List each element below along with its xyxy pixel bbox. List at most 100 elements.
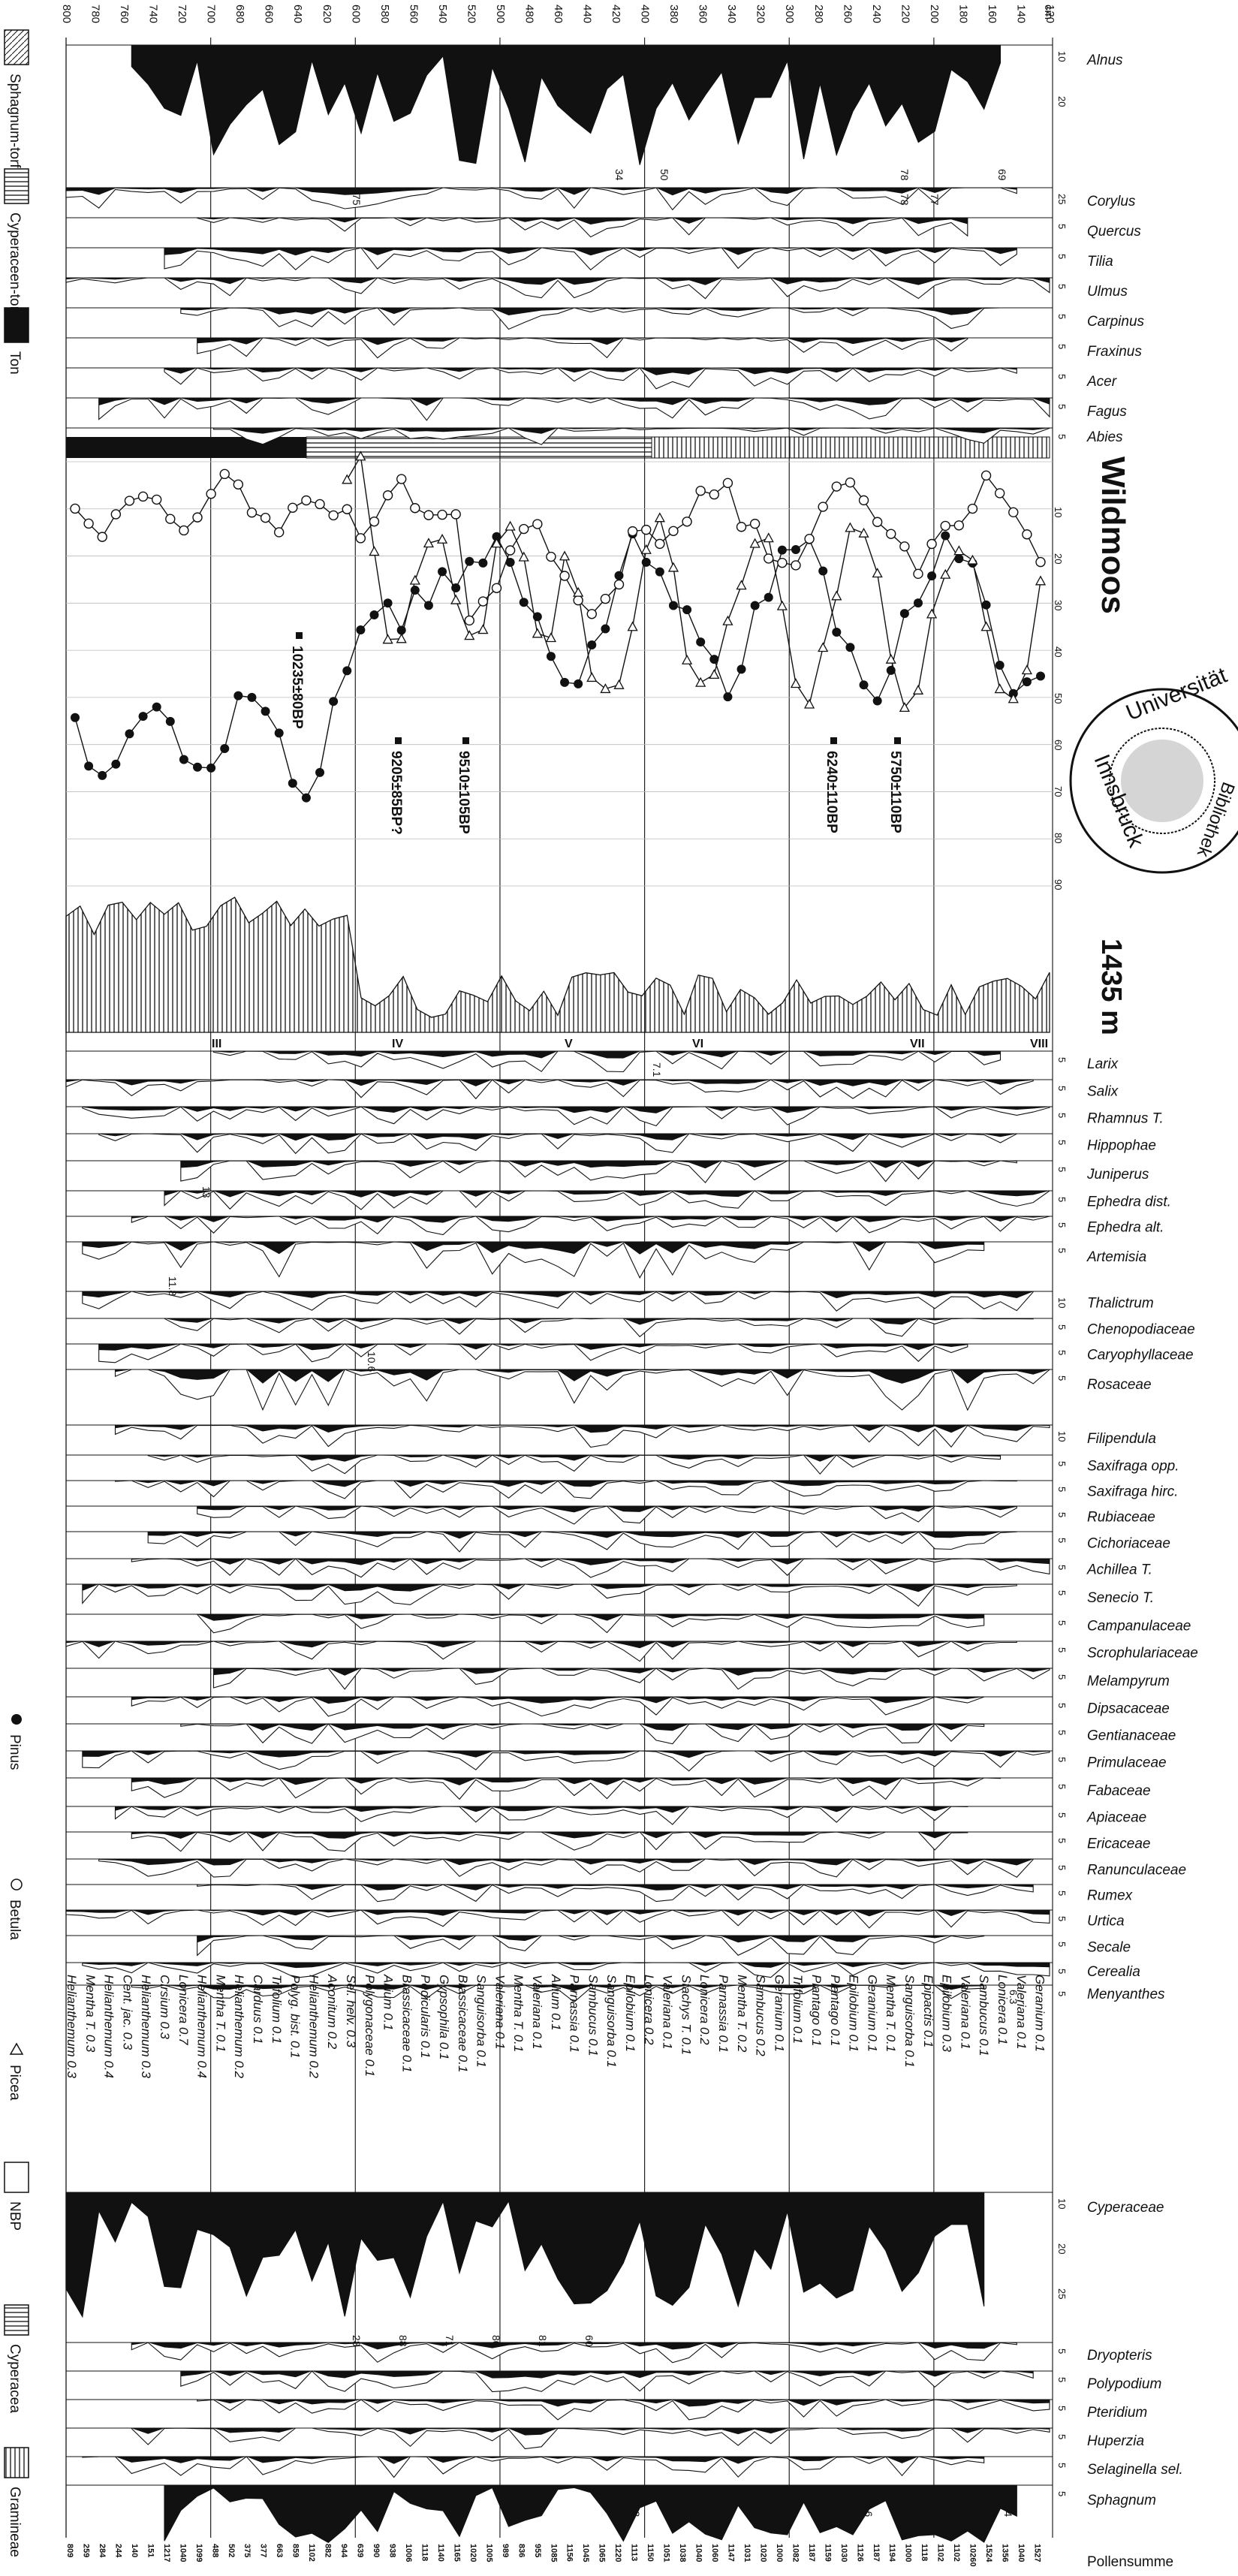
pinus-point bbox=[614, 571, 624, 580]
taxon-curve bbox=[98, 1858, 1034, 1878]
depth-tick-label: 200 bbox=[928, 5, 941, 23]
peak-value-label: 69 bbox=[996, 169, 1008, 181]
pinus-point bbox=[288, 779, 297, 788]
taxon-label: Sphagnum bbox=[1087, 2493, 1156, 2508]
picea-point bbox=[940, 568, 951, 579]
main-scale-label: 60 bbox=[1053, 740, 1064, 750]
scale-label: 10 bbox=[1056, 51, 1068, 62]
pollensumme-value: 1118 bbox=[920, 2544, 929, 2561]
pinus-point bbox=[668, 601, 678, 610]
rare-taxon-note: Parnassia 0.1 bbox=[716, 1975, 730, 2053]
rare-taxon-note: Aconitum 0.2 bbox=[325, 1974, 339, 2050]
taxon-curve bbox=[82, 1750, 1050, 1772]
scale-label: 5 bbox=[1056, 1113, 1068, 1118]
taxon-curve bbox=[164, 367, 1017, 390]
depth-tick-label: 300 bbox=[783, 5, 796, 23]
picea-point bbox=[709, 669, 720, 679]
taxon-label: Achillea T. bbox=[1086, 1562, 1152, 1577]
picea-point bbox=[885, 653, 896, 664]
picea-point bbox=[818, 642, 829, 652]
scale-label: 5 bbox=[1056, 224, 1068, 229]
taxon-curve-fill bbox=[197, 1614, 984, 1621]
taxon-label: Thalictrum bbox=[1087, 1296, 1154, 1312]
rare-taxon-note: Lonicera 0.2 bbox=[642, 1975, 656, 2045]
taxon-label: Ranunculaceae bbox=[1087, 1862, 1186, 1878]
pinus-point bbox=[750, 601, 760, 610]
main-scale-label: 40 bbox=[1053, 646, 1064, 657]
taxon-label: Urtica bbox=[1087, 1913, 1125, 1929]
picea-point bbox=[573, 586, 584, 597]
main-scale-label: 70 bbox=[1053, 786, 1064, 797]
rare-taxon-note: Mentha T. 0.3 bbox=[83, 1975, 98, 2053]
taxon-label: Campanulaceae bbox=[1087, 1619, 1191, 1634]
pollensumme-value: 151 bbox=[146, 2544, 155, 2557]
scale-label: 5 bbox=[1056, 1991, 1068, 1996]
taxon-curve bbox=[114, 1806, 968, 1825]
taxon-label: Juniperus bbox=[1086, 1167, 1149, 1183]
taxon-curve-fill bbox=[164, 1191, 1050, 1198]
picea-point bbox=[559, 550, 571, 561]
taxon-curve bbox=[197, 1505, 1017, 1525]
taxon-curve bbox=[65, 277, 1050, 300]
taxon-curve-fill bbox=[131, 1985, 984, 1991]
taxon-curve-fill bbox=[164, 368, 1017, 375]
depth-tick-label: 420 bbox=[610, 5, 622, 23]
depth-tick-label: 360 bbox=[697, 5, 709, 23]
scale-label: 5 bbox=[1056, 2377, 1068, 2382]
picea-point bbox=[790, 678, 802, 688]
rare-taxon-note: Allium 0.1 bbox=[381, 1974, 396, 2031]
library-stamp: Universität Innsbruck Bibliothek bbox=[1069, 663, 1238, 874]
pinus-point bbox=[193, 762, 203, 772]
rare-taxon-note: Valeriana 0.1 bbox=[958, 1975, 972, 2050]
bottom-peak-label: 53.4 bbox=[723, 2496, 735, 2517]
taxon-label: Hippophae bbox=[1087, 1138, 1156, 1154]
pollensumme-value: 1527 bbox=[1033, 2544, 1042, 2562]
taxon-label: Rubiaceae bbox=[1087, 1509, 1155, 1525]
pollensumme-value: 809 bbox=[65, 2544, 74, 2557]
betula-point bbox=[1035, 556, 1046, 568]
pollensumme-value: 1020 bbox=[758, 2544, 767, 2562]
scale-label: 5 bbox=[1056, 1538, 1068, 1543]
taxon-curve-fill bbox=[115, 1425, 1050, 1433]
taxon-curve-fill bbox=[180, 1161, 1017, 1169]
depth-tick-label: 780 bbox=[89, 5, 102, 23]
betula-point bbox=[641, 524, 652, 535]
taxon-curve bbox=[180, 1723, 985, 1745]
scale-label: 5 bbox=[1056, 1620, 1068, 1625]
nap-silhouette bbox=[65, 896, 1050, 1033]
bottom-peak-label: 51.0 bbox=[770, 2496, 782, 2517]
scale-label: 5 bbox=[1056, 2463, 1068, 2468]
legend-label: NBP bbox=[7, 2201, 23, 2231]
pollensumme-value: 1082 bbox=[791, 2544, 800, 2562]
betula-point bbox=[315, 499, 325, 510]
bottom-peak-label: 11.1 bbox=[676, 2496, 688, 2516]
depth-tick-label: 140 bbox=[1014, 5, 1027, 23]
pollensumme-value: 1126 bbox=[855, 2544, 864, 2562]
taxon-curve bbox=[147, 1531, 1017, 1553]
taxon-curve bbox=[180, 307, 1001, 330]
betula-point bbox=[83, 518, 94, 529]
pinus-point bbox=[301, 793, 311, 803]
pollensumme-label: Pollensumme bbox=[1087, 2554, 1173, 2570]
scale-label: 25 bbox=[1056, 194, 1068, 204]
pinus-point bbox=[274, 728, 284, 738]
betula-point bbox=[491, 583, 502, 593]
radiocarbon-date: 9205±85BP? bbox=[388, 751, 404, 835]
taxon-label-column: Alnus 10 20 Corylus 25 Quercus 5 Tilia 5 Ulmus 5 Ca… bbox=[1056, 51, 1198, 2508]
scale-label: 20 bbox=[1056, 96, 1068, 107]
taxon-curve-fill bbox=[197, 1885, 1034, 1891]
pinus-point bbox=[451, 583, 461, 592]
pollensumme-value: 1159 bbox=[823, 2544, 832, 2562]
picea-point bbox=[627, 621, 638, 631]
bottom-peak-label: 71 bbox=[444, 2335, 456, 2347]
depth-tick-label: 700 bbox=[205, 5, 218, 23]
legend-label: Picea bbox=[7, 2065, 23, 2101]
pinus-point bbox=[165, 716, 175, 726]
pollensumme-value: 989 bbox=[501, 2544, 510, 2557]
pinus-point bbox=[941, 531, 950, 541]
pinus-point bbox=[832, 628, 842, 637]
peak-value-label: 34 bbox=[613, 169, 625, 181]
scale-label: 5 bbox=[1056, 1590, 1068, 1595]
taxon-label: Salix bbox=[1087, 1084, 1119, 1100]
pinus-point bbox=[845, 643, 855, 652]
